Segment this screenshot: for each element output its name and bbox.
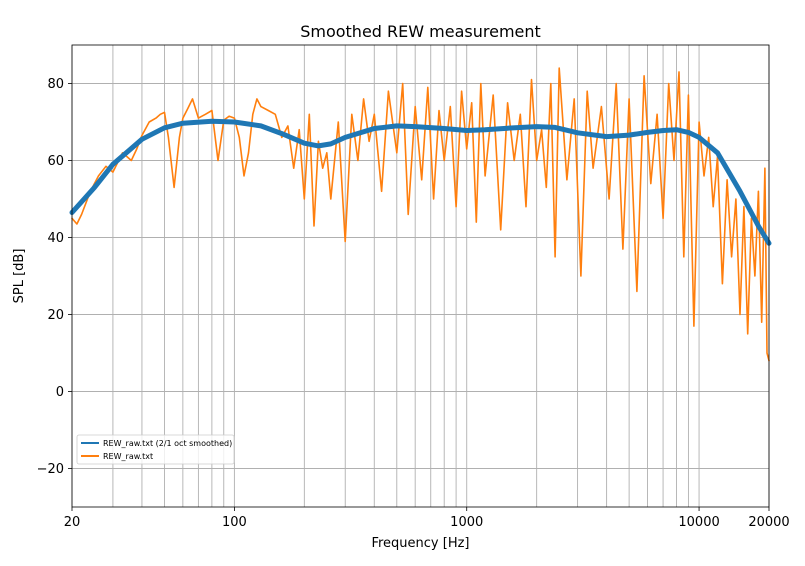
ticks: 20 100 1000 10000 20000 −20 0 20 40 60 80 [37, 77, 790, 530]
x-tick-label: 20000 [748, 515, 789, 530]
series-raw-line [71, 67, 770, 362]
y-tick-label: 80 [47, 77, 64, 92]
x-tick-label: 1000 [450, 515, 483, 530]
x-tick-label: 20 [64, 515, 81, 530]
series-layer [69, 67, 772, 362]
x-axis-label: Frequency [Hz] [371, 536, 469, 551]
y-tick-label: 0 [56, 385, 64, 400]
y-axis-label: SPL [dB] [12, 249, 27, 304]
y-tick-label: 20 [47, 308, 64, 323]
legend-label: REW_raw.txt [103, 452, 153, 461]
legend: REW_raw.txt (2/1 oct smoothed) REW_raw.tx… [76, 434, 235, 465]
y-tick-label: 40 [47, 231, 64, 246]
y-tick-label: 60 [47, 154, 64, 169]
legend-label: REW_raw.txt (2/1 oct smoothed) [103, 439, 232, 448]
series-smoothed-line [69, 118, 772, 246]
y-tick-label: −20 [37, 462, 64, 477]
legend-box [76, 434, 235, 465]
plot-frame [71, 44, 770, 508]
x-tick-label: 10000 [678, 515, 719, 530]
chart-title: Smoothed REW measurement [300, 22, 541, 41]
x-tick-label: 100 [222, 515, 247, 530]
